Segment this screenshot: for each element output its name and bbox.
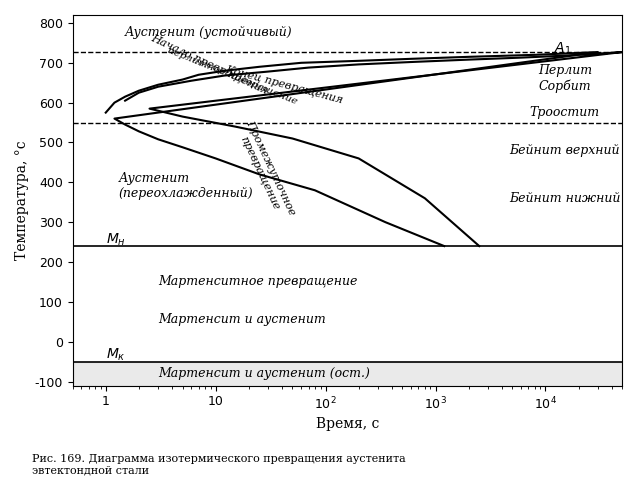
Text: Перлит
Сорбит: Перлит Сорбит [538,64,592,93]
Text: $М_к$: $М_к$ [106,347,126,363]
Text: Аустенит (устойчивый): Аустенит (устойчивый) [125,26,293,39]
Text: Бейнит нижний: Бейнит нижний [509,192,620,205]
Text: Мартенсит и аустенит (ост.): Мартенсит и аустенит (ост.) [158,367,370,380]
Text: Конец превращения: Конец превращения [224,64,344,105]
Text: Троостит: Троостит [529,106,600,119]
X-axis label: Время, с: Время, с [316,418,379,432]
Text: Аустенит
(переохлажденный): Аустенит (переохлажденный) [119,172,253,200]
Text: Мартенсит и аустенит: Мартенсит и аустенит [158,313,326,326]
Text: Рис. 169. Диаграмма изотермического превращения аустенита
эвтектондной стали: Рис. 169. Диаграмма изотермического прев… [32,454,406,475]
Text: Промежуточное
превращение: Промежуточное превращение [233,119,297,222]
Text: перлитное превращение: перлитное превращение [165,45,298,106]
Text: $М_н$: $М_н$ [106,232,126,248]
Text: Мартенситное превращение: Мартенситное превращение [158,276,358,288]
Text: Начало превращения: Начало превращения [149,33,270,96]
Y-axis label: Температура, °с: Температура, °с [15,141,29,260]
Text: Бейнит верхний: Бейнит верхний [510,144,620,157]
Text: $A_1$: $A_1$ [554,41,572,57]
